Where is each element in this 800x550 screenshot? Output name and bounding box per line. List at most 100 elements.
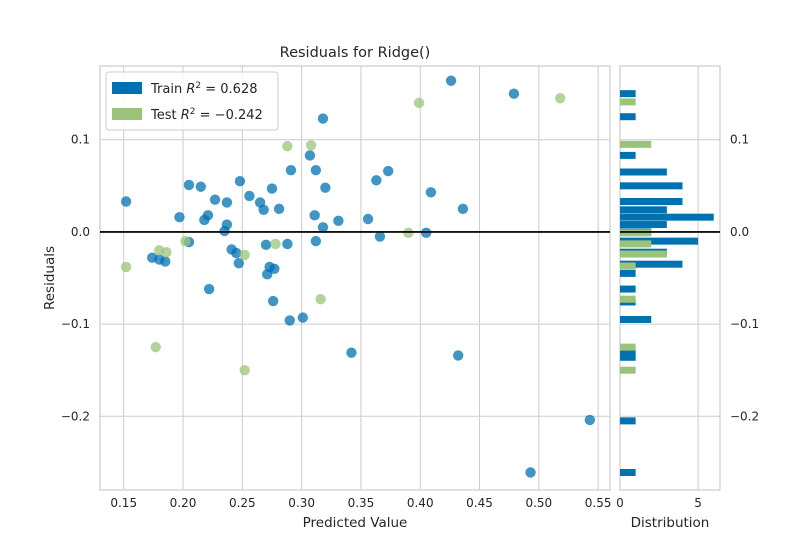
legend-label-train: Train R2 = 0.628 xyxy=(150,81,257,97)
scatter-point-train xyxy=(120,196,132,207)
scatter-point-train xyxy=(183,179,195,191)
distribution-bar-train xyxy=(620,468,636,476)
scatter-point-train xyxy=(202,210,214,221)
scatter-point-train xyxy=(525,467,536,478)
distribution-bar-test xyxy=(620,98,636,106)
scatter-points xyxy=(120,75,596,478)
distribution-bar-train xyxy=(620,168,667,176)
scatter-point-train xyxy=(309,210,320,221)
scatter-point-train xyxy=(266,183,278,194)
x-tick-label: 0.20 xyxy=(170,496,197,510)
distribution-bar-train xyxy=(620,285,636,293)
distribution-bar-train xyxy=(620,182,683,190)
scatter-point-train xyxy=(304,150,316,161)
residuals-scatter-panel: 0.15 0.20 0.25 0.30 0.35 0.40 0.45 0.50 0.55 −0.… xyxy=(42,45,611,531)
distribution-bar-train xyxy=(620,353,636,361)
scatter-point-train xyxy=(371,175,382,186)
x-axis-ticks: 0.15 0.20 0.25 0.30 0.35 0.40 0.45 0.50 0.55 xyxy=(110,496,611,510)
y-axis-ticks: −0.2 −0.1 0.0 0.1 xyxy=(61,133,90,424)
y-tick-label: 0.1 xyxy=(71,133,90,147)
scatter-point-train xyxy=(284,315,295,326)
distribution-bar-train xyxy=(620,417,636,425)
distribution-bars xyxy=(620,90,714,476)
x-tick-label: 0.35 xyxy=(348,496,375,510)
scatter-point-train xyxy=(425,187,437,198)
distribution-bar-train xyxy=(620,237,699,245)
legend-box xyxy=(105,71,279,131)
distribution-y-tick-label: 0.0 xyxy=(730,225,749,239)
x-tick-label: 0.40 xyxy=(407,496,434,510)
chart-title: Residuals for Ridge() xyxy=(280,45,431,61)
scatter-point-train xyxy=(195,181,207,192)
distribution-y-tick-label: 0.1 xyxy=(730,133,749,147)
distribution-bar-train xyxy=(620,269,636,277)
scatter-point-train xyxy=(174,211,185,223)
legend-swatch-train xyxy=(112,82,142,94)
scatter-point-test xyxy=(305,140,317,151)
scatter-point-test xyxy=(270,238,281,250)
scatter-point-train xyxy=(269,263,280,274)
scatter-point-train xyxy=(258,204,269,215)
distribution-bar-train xyxy=(620,197,683,205)
scatter-point-train xyxy=(260,239,272,251)
distribution-bar-train xyxy=(620,151,636,159)
distribution-plot-area xyxy=(619,65,721,491)
distribution-bar-train xyxy=(620,315,652,323)
scatter-point-train xyxy=(317,222,329,233)
distribution-y-tick-label: −0.2 xyxy=(730,409,759,423)
distribution-bar-train xyxy=(620,260,683,268)
scatter-point-test xyxy=(120,261,132,273)
scatter-point-train xyxy=(282,238,293,250)
scatter-point-train xyxy=(362,213,374,225)
scatter-point-train xyxy=(310,164,322,176)
scatter-point-test xyxy=(315,294,326,305)
scatter-point-train xyxy=(383,165,394,177)
scatter-point-train xyxy=(297,312,309,323)
scatter-point-train xyxy=(457,203,469,215)
distribution-bar-test xyxy=(620,140,652,148)
scatter-point-train xyxy=(221,197,233,208)
scatter-point-test xyxy=(554,93,566,104)
distribution-bar-test xyxy=(620,295,636,303)
scatter-point-test xyxy=(239,249,250,261)
scatter-point-train xyxy=(333,215,344,227)
scatter-point-train xyxy=(273,203,285,215)
scatter-point-train xyxy=(231,247,242,259)
scatter-point-train xyxy=(234,176,246,187)
scatter-point-train xyxy=(267,295,279,307)
x-tick-label: 0.55 xyxy=(585,496,612,510)
scatter-point-train xyxy=(445,75,457,86)
scatter-point-train xyxy=(160,256,171,267)
distribution-bar-test xyxy=(620,250,667,258)
distribution-y-tick-label: −0.1 xyxy=(730,317,759,331)
x-tick-label: 0.30 xyxy=(288,496,315,510)
y-axis-label: Residuals xyxy=(42,246,58,310)
scatter-point-train xyxy=(203,283,215,295)
y-tick-label: −0.1 xyxy=(61,317,90,331)
scatter-point-train xyxy=(320,182,331,193)
distribution-y-ticks: −0.2 −0.1 0.0 0.1 xyxy=(730,133,759,424)
distribution-bar-train xyxy=(620,206,667,214)
distribution-bar-train xyxy=(620,221,667,229)
y-tick-label: 0.0 xyxy=(71,225,90,239)
distribution-bar-train xyxy=(620,348,636,356)
distribution-bar-train xyxy=(620,90,636,98)
scatter-point-train xyxy=(221,219,233,230)
y-tick-label: −0.2 xyxy=(61,409,90,423)
distribution-x-tick-label: 5 xyxy=(694,496,702,510)
scatter-point-train xyxy=(209,194,221,205)
distribution-x-tick-label: 0 xyxy=(616,496,624,510)
scatter-point-train xyxy=(374,231,386,242)
distribution-bar-train xyxy=(620,113,636,121)
scatter-point-test xyxy=(180,235,191,247)
scatter-point-train xyxy=(317,113,329,124)
scatter-point-train xyxy=(310,235,322,247)
scatter-point-train xyxy=(244,190,255,202)
distribution-bar-train xyxy=(620,213,714,221)
legend: Train R2 = 0.628 Test R2 = −0.242 xyxy=(105,71,279,131)
scatter-point-train xyxy=(233,258,244,269)
scatter-point-train xyxy=(346,347,357,358)
distribution-bar-test xyxy=(620,366,636,374)
distribution-bar-test xyxy=(620,343,636,351)
